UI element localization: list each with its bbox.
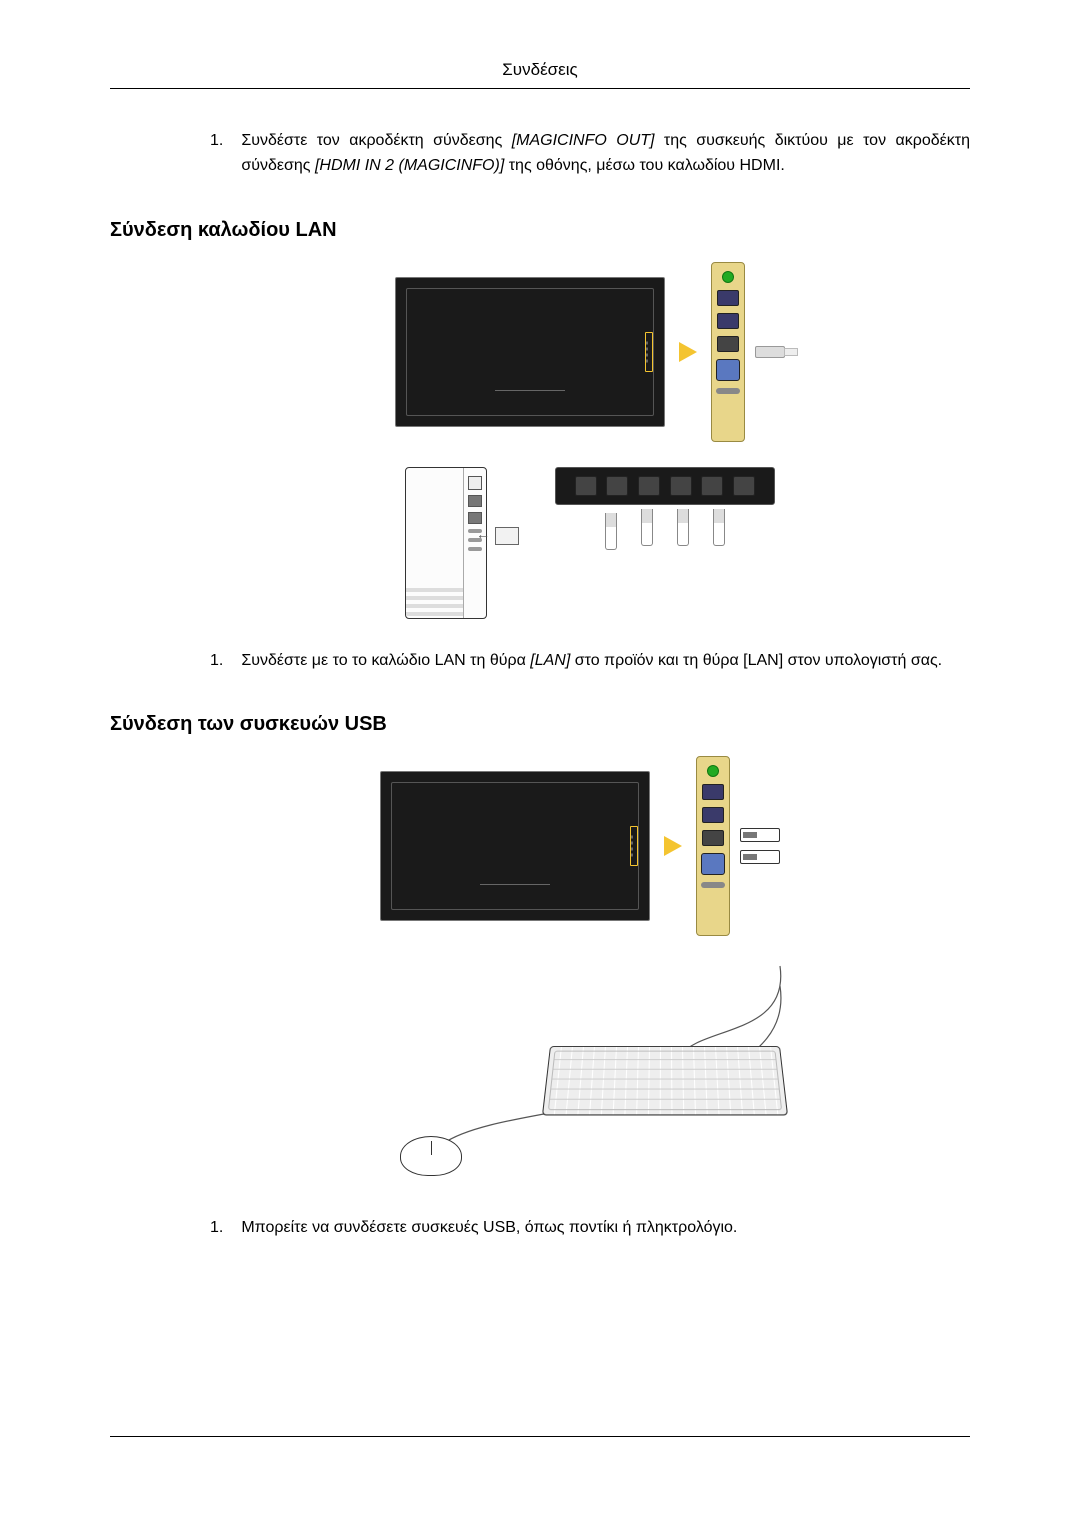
heading-usb: Σύνδεση των συσκευών USB xyxy=(110,713,970,736)
usb-cable-plug-icon xyxy=(740,828,780,842)
monitor-side-dots xyxy=(630,836,633,857)
port-lan xyxy=(717,336,739,352)
diagram-usb-inner xyxy=(380,756,800,1186)
diagram-lan xyxy=(210,262,970,619)
switch-hanging-cables xyxy=(605,509,725,550)
diagram-lan-inner xyxy=(395,262,785,619)
monitor-port-highlight xyxy=(630,826,638,866)
list-text: Συνδέστε τον ακροδέκτη σύνδεσης [MAGICIN… xyxy=(241,129,970,179)
usb-list-item: 1. Μπορείτε να συνδέσετε συσκευές USB, ό… xyxy=(210,1216,970,1241)
footer-rule xyxy=(110,1436,970,1437)
emphasis-magicinfo-out: [MAGICINFO OUT] xyxy=(512,132,655,149)
lan-list-item: 1. Συνδέστε με το το καλώδιο LAN τη θύρα… xyxy=(210,649,970,674)
intro-list-item: 1. Συνδέστε τον ακροδέκτη σύνδεσης [MAGI… xyxy=(210,129,970,179)
monitor-side-dots xyxy=(645,341,648,362)
tower-body xyxy=(406,468,463,618)
monitor-port-highlight xyxy=(645,332,653,372)
tower-cable-plug-icon xyxy=(495,527,519,545)
monitor-icon xyxy=(395,277,665,427)
heading-lan: Σύνδεση καλωδίου LAN xyxy=(110,219,970,242)
cable-icon xyxy=(713,509,725,546)
tower-lan-port xyxy=(468,495,482,507)
switch-port xyxy=(575,476,597,496)
list-number: 1. xyxy=(210,1216,223,1241)
port-usb xyxy=(717,313,739,329)
list-number: 1. xyxy=(210,129,223,179)
text-run: Συνδέστε τον ακροδέκτη σύνδεσης xyxy=(241,132,511,149)
tower-back-strip xyxy=(463,468,486,618)
tower-port xyxy=(468,547,482,551)
port-vga xyxy=(701,853,725,875)
text-run: Συνδέστε με το το καλώδιο LAN τη θύρα xyxy=(241,652,530,669)
mouse-icon xyxy=(400,1136,462,1176)
lan-cable-plug-icon xyxy=(755,346,785,358)
list-number: 1. xyxy=(210,649,223,674)
cable-icon xyxy=(605,513,617,550)
text-run: Μπορείτε να συνδέσετε συσκευές USB, όπως… xyxy=(241,1219,737,1236)
list-text: Συνδέστε με το το καλώδιο LAN τη θύρα [L… xyxy=(241,649,970,674)
switch-port xyxy=(701,476,723,496)
port-panel xyxy=(696,756,730,936)
monitor-decoration xyxy=(480,884,550,885)
switch-port xyxy=(733,476,755,496)
tower-port xyxy=(468,476,482,490)
content-area: 1. Συνδέστε τον ακροδέκτη σύνδεσης [MAGI… xyxy=(110,129,970,1241)
tower-port xyxy=(468,512,482,524)
arrow-right-icon xyxy=(664,836,682,856)
emphasis-hdmi-in-2: [HDMI IN 2 (MAGICINFO)] xyxy=(315,157,504,174)
cable-icon xyxy=(641,509,653,546)
usb-plugs-column xyxy=(740,828,780,864)
pc-tower-icon xyxy=(405,467,487,619)
cable-icon xyxy=(677,509,689,546)
port-panel xyxy=(711,262,745,442)
port-led xyxy=(707,765,719,777)
usb-cable-plug-icon xyxy=(740,850,780,864)
page-header-title: Συνδέσεις xyxy=(110,60,970,89)
switch-port xyxy=(638,476,660,496)
list-text: Μπορείτε να συνδέσετε συσκευές USB, όπως… xyxy=(241,1216,970,1241)
emphasis-lan: [LAN] xyxy=(530,652,570,669)
monitor-decoration xyxy=(495,390,565,391)
display-with-panel xyxy=(380,756,800,936)
page: Συνδέσεις 1. Συνδέστε τον ακροδέκτη σύνδ… xyxy=(0,0,1080,1527)
lan-lower-row xyxy=(395,467,785,619)
keyboard-icon xyxy=(542,1046,788,1115)
text-run: της οθόνης, μέσω του καλωδίου HDMI. xyxy=(509,157,785,174)
port-vga xyxy=(716,359,740,381)
display-with-panel xyxy=(395,262,785,442)
port-usb xyxy=(702,807,724,823)
arrow-right-icon xyxy=(679,342,697,362)
diagram-usb xyxy=(210,756,970,1186)
port-lan xyxy=(702,830,724,846)
port-usb xyxy=(702,784,724,800)
switch-row xyxy=(517,467,775,550)
pc-tower-group xyxy=(405,467,487,619)
port-usb xyxy=(717,290,739,306)
port-misc xyxy=(716,388,740,394)
text-run: στο προϊόν και τη θύρα [LAN] στον υπολογ… xyxy=(575,652,942,669)
monitor-icon xyxy=(380,771,650,921)
port-misc xyxy=(701,882,725,888)
switch-port xyxy=(670,476,692,496)
switch-port xyxy=(606,476,628,496)
network-switch-group xyxy=(517,467,775,550)
usb-peripherals xyxy=(380,976,800,1186)
port-led xyxy=(722,271,734,283)
network-switch-icon xyxy=(555,467,775,505)
